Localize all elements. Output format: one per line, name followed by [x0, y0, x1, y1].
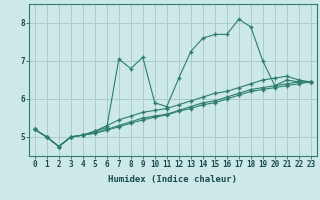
X-axis label: Humidex (Indice chaleur): Humidex (Indice chaleur)	[108, 175, 237, 184]
